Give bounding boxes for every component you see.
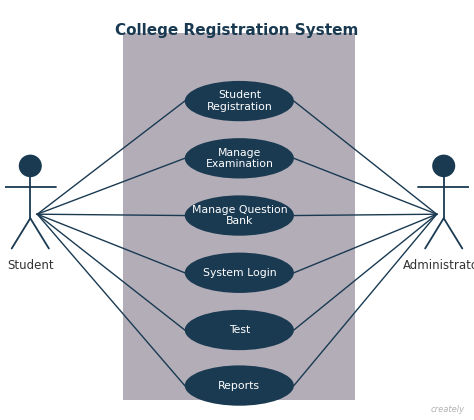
Ellipse shape xyxy=(185,195,294,236)
Ellipse shape xyxy=(19,155,42,177)
Text: Reports: Reports xyxy=(219,381,260,391)
Text: Manage Question
Bank: Manage Question Bank xyxy=(191,205,287,226)
Ellipse shape xyxy=(185,138,294,178)
Text: Student
Registration: Student Registration xyxy=(207,90,272,112)
Text: Administrator: Administrator xyxy=(403,259,474,272)
Text: Test: Test xyxy=(228,325,250,335)
Ellipse shape xyxy=(432,155,455,177)
Text: College Registration System: College Registration System xyxy=(115,23,359,38)
Text: System Login: System Login xyxy=(202,268,276,278)
Text: creately: creately xyxy=(430,405,465,414)
Text: Student: Student xyxy=(7,259,54,272)
Ellipse shape xyxy=(185,81,294,121)
Text: Manage
Examination: Manage Examination xyxy=(205,147,273,169)
Ellipse shape xyxy=(185,310,294,350)
Ellipse shape xyxy=(185,365,294,406)
Bar xyxy=(123,33,356,400)
Ellipse shape xyxy=(185,252,294,293)
